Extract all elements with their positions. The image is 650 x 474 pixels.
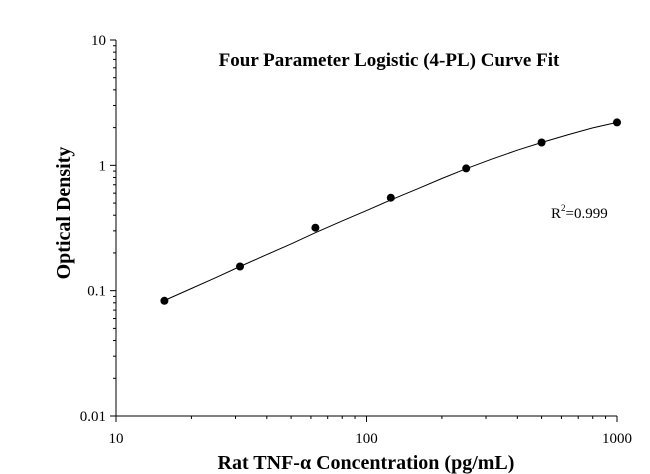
y-tick-label: 1	[99, 158, 107, 174]
x-axis-title: Rat TNF-α Concentration (pg/mL)	[218, 452, 515, 474]
x-tick-label: 10	[109, 431, 124, 447]
x-tick-label: 100	[355, 431, 378, 447]
y-tick-label: 0.01	[80, 409, 106, 425]
data-points	[160, 118, 621, 305]
r2-value: =0.999	[566, 206, 608, 222]
y-tick-label: 10	[91, 33, 106, 49]
r-squared-annotation: R2=0.999	[551, 203, 608, 222]
axes	[115, 40, 617, 417]
data-point	[462, 164, 471, 173]
data-point	[311, 223, 320, 232]
data-point	[236, 262, 244, 271]
data-point	[160, 296, 169, 305]
data-point	[613, 118, 621, 127]
fit-curve	[164, 121, 618, 301]
chart-title: Four Parameter Logistic (4-PL) Curve Fit	[219, 50, 560, 71]
data-point	[386, 193, 395, 202]
r2-label: R	[551, 206, 561, 222]
x-ticks: 10 100 1000	[109, 416, 632, 447]
r2-superscript: 2	[561, 203, 566, 213]
data-point	[537, 138, 546, 147]
y-tick-label: 0.1	[87, 284, 106, 300]
y-ticks: 0.01 0.1 1 10	[80, 33, 116, 425]
x-tick-label: 1000	[602, 431, 632, 447]
y-axis-title: Optical Density	[53, 147, 75, 280]
